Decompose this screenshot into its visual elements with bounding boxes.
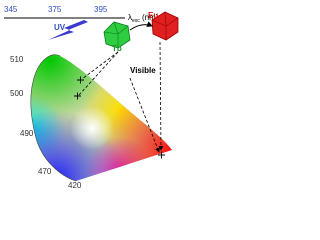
- wavelength-label: 420: [68, 181, 82, 189]
- transfer-arrow: [129, 21, 153, 31]
- tick-label: 345: [4, 5, 18, 14]
- spectral-locus: [30, 54, 77, 182]
- axis-title: λexc (nm): [128, 13, 159, 24]
- wavelength-label: 510: [10, 55, 24, 64]
- dashed-links: [78, 41, 164, 153]
- tb-edges: [103, 21, 129, 48]
- eu-edges: [151, 11, 179, 40]
- wavelength-label: 490: [20, 129, 34, 138]
- emission-label: Visible: [130, 66, 156, 75]
- node-label: Eu: [148, 11, 158, 20]
- graphic: 345 375 395 λexc (nm) UV Tb Eu 510 500 4…: [4, 5, 179, 189]
- wavelength-label: 470: [38, 167, 52, 176]
- uv-bolt: [48, 20, 88, 40]
- uv-label: UV: [54, 23, 66, 32]
- cie-points: [74, 76, 165, 159]
- node-label: Tb: [112, 44, 122, 53]
- wavelength-label: 500: [10, 89, 24, 98]
- tick-label: 395: [94, 5, 108, 14]
- tick-label: 375: [48, 5, 62, 14]
